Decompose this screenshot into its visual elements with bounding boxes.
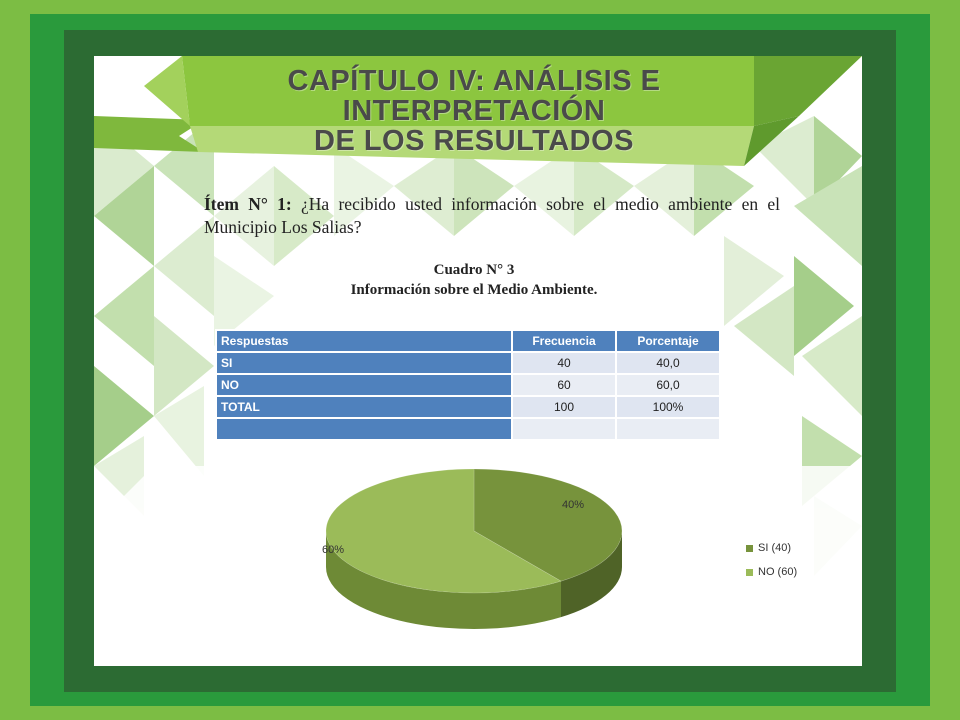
pie-label-si: 40% (562, 499, 585, 511)
legend-item-si: SI (40) (746, 538, 797, 558)
row-percentage: 40,0 (615, 351, 721, 375)
header-porcentaje: Porcentaje (615, 329, 721, 353)
row-label: TOTAL (215, 395, 513, 419)
row-frequency (511, 417, 617, 441)
chapter-title-line2: DE LOS RESULTADOS (314, 125, 634, 157)
caption-line2: Información sobre el Medio Ambiente. (350, 282, 598, 298)
row-frequency: 100 (511, 395, 617, 419)
pie-slice-si (473, 468, 623, 582)
legend-label-no: NO (60) (758, 566, 798, 578)
table-row: SI 40 40,0 (215, 351, 721, 375)
chapter-title-line1: CAPÍTULO IV: ANÁLISIS E INTERPRETACIÓN (287, 65, 661, 127)
legend-item-no: NO (60) (746, 562, 797, 582)
slide: CAPÍTULO IV: ANÁLISIS E INTERPRETACIÓN D… (94, 56, 862, 666)
table-row: TOTAL 100 100% (215, 395, 721, 419)
caption-line1: Cuadro N° 3 (433, 262, 515, 278)
item-label: Ítem N° 1: (204, 194, 292, 214)
chapter-title: CAPÍTULO IV: ANÁLISIS E INTERPRETACIÓN D… (174, 66, 774, 156)
pie-chart (325, 468, 623, 629)
pie-slice-si-side (560, 531, 622, 618)
pie-slice-no-side (326, 531, 561, 629)
table-row: NO 60 60,0 (215, 373, 721, 397)
table-row (215, 417, 721, 441)
table-caption: Cuadro N° 3 Información sobre el Medio A… (264, 260, 684, 300)
row-percentage: 60,0 (615, 373, 721, 397)
row-label: SI (215, 351, 513, 375)
title-ribbon (94, 56, 862, 166)
legend-swatch-si (746, 544, 753, 552)
row-frequency: 40 (511, 351, 617, 375)
legend-swatch-no (746, 568, 753, 576)
table-header-row: Respuestas Frecuencia Porcentaje (215, 329, 721, 353)
legend-label-si: SI (40) (758, 542, 792, 554)
header-frecuencia: Frecuencia (511, 329, 617, 353)
pie-label-no: 60% (322, 544, 345, 556)
row-percentage: 100% (615, 395, 721, 419)
row-label (215, 417, 513, 441)
item-question: Ítem N° 1: ¿Ha recibido usted informació… (204, 193, 780, 239)
row-label: NO (215, 373, 513, 397)
header-respuestas: Respuestas (215, 329, 513, 353)
chart-legend: SI (40) NO (60) (746, 538, 797, 586)
results-table: Respuestas Frecuencia Porcentaje SI 40 4… (215, 329, 721, 441)
pie-slice-no (325, 468, 562, 594)
item-question-text: ¿Ha recibido usted información sobre el … (204, 194, 781, 237)
row-percentage (615, 417, 721, 441)
row-frequency: 60 (511, 373, 617, 397)
